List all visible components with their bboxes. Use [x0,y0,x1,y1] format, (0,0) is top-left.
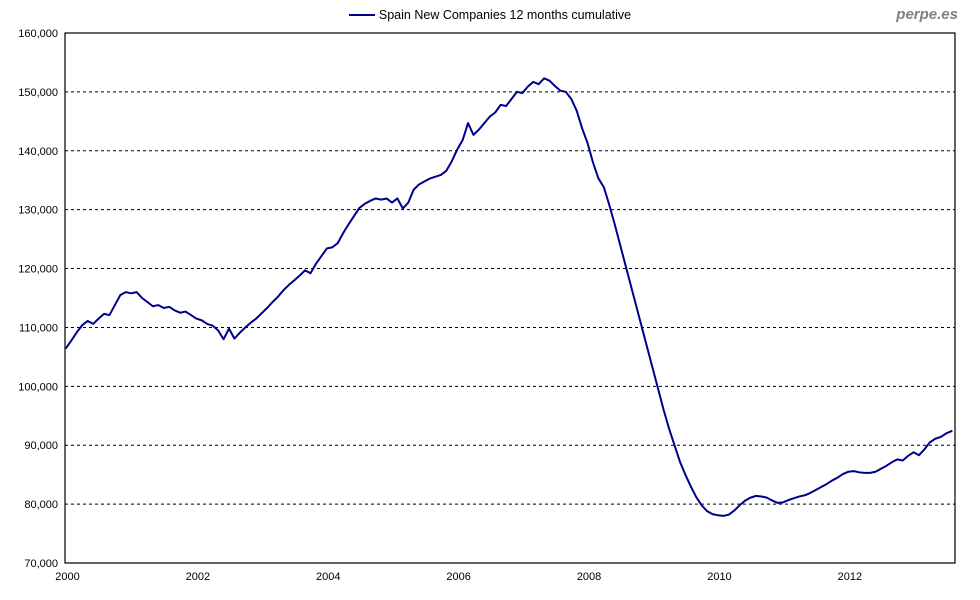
legend: Spain New Companies 12 months cumulative [0,8,980,22]
x-tick-label: 2012 [838,571,862,583]
y-axis-labels: 70,000 80,000 90,000 100,000 110,000 120,000 1… [18,28,58,570]
spain-series-line [65,77,953,517]
legend-line-icon [348,14,375,16]
y-tick-label: 110,000 [19,322,58,334]
x-axis-labels: 2000 2002 2004 2006 2008 2010 2012 [55,571,862,583]
y-tick-label: 160,000 [18,28,58,40]
x-tick-label: 2000 [55,571,79,583]
x-tick-label: 2010 [707,571,731,583]
watermark-logo: perpe.es [896,6,958,23]
plot-border [64,32,956,564]
y-tick-label: 90,000 [24,440,58,452]
legend-label: Spain New Companies 12 months cumulative [378,8,632,22]
y-tick-label: 80,000 [24,499,58,511]
x-tick-label: 2004 [316,571,340,583]
y-tick-label: 70,000 [24,558,58,570]
x-tick-label: 2008 [577,571,601,583]
y-tick-label: 100,000 [18,381,58,393]
y-tick-label: 140,000 [18,146,58,158]
gridlines [65,91,955,505]
y-tick-label: 150,000 [18,87,58,99]
y-tick-label: 130,000 [18,205,58,217]
x-tick-label: 2006 [446,571,470,583]
x-tick-label: 2002 [186,571,210,583]
y-tick-label: 120,000 [18,264,58,276]
